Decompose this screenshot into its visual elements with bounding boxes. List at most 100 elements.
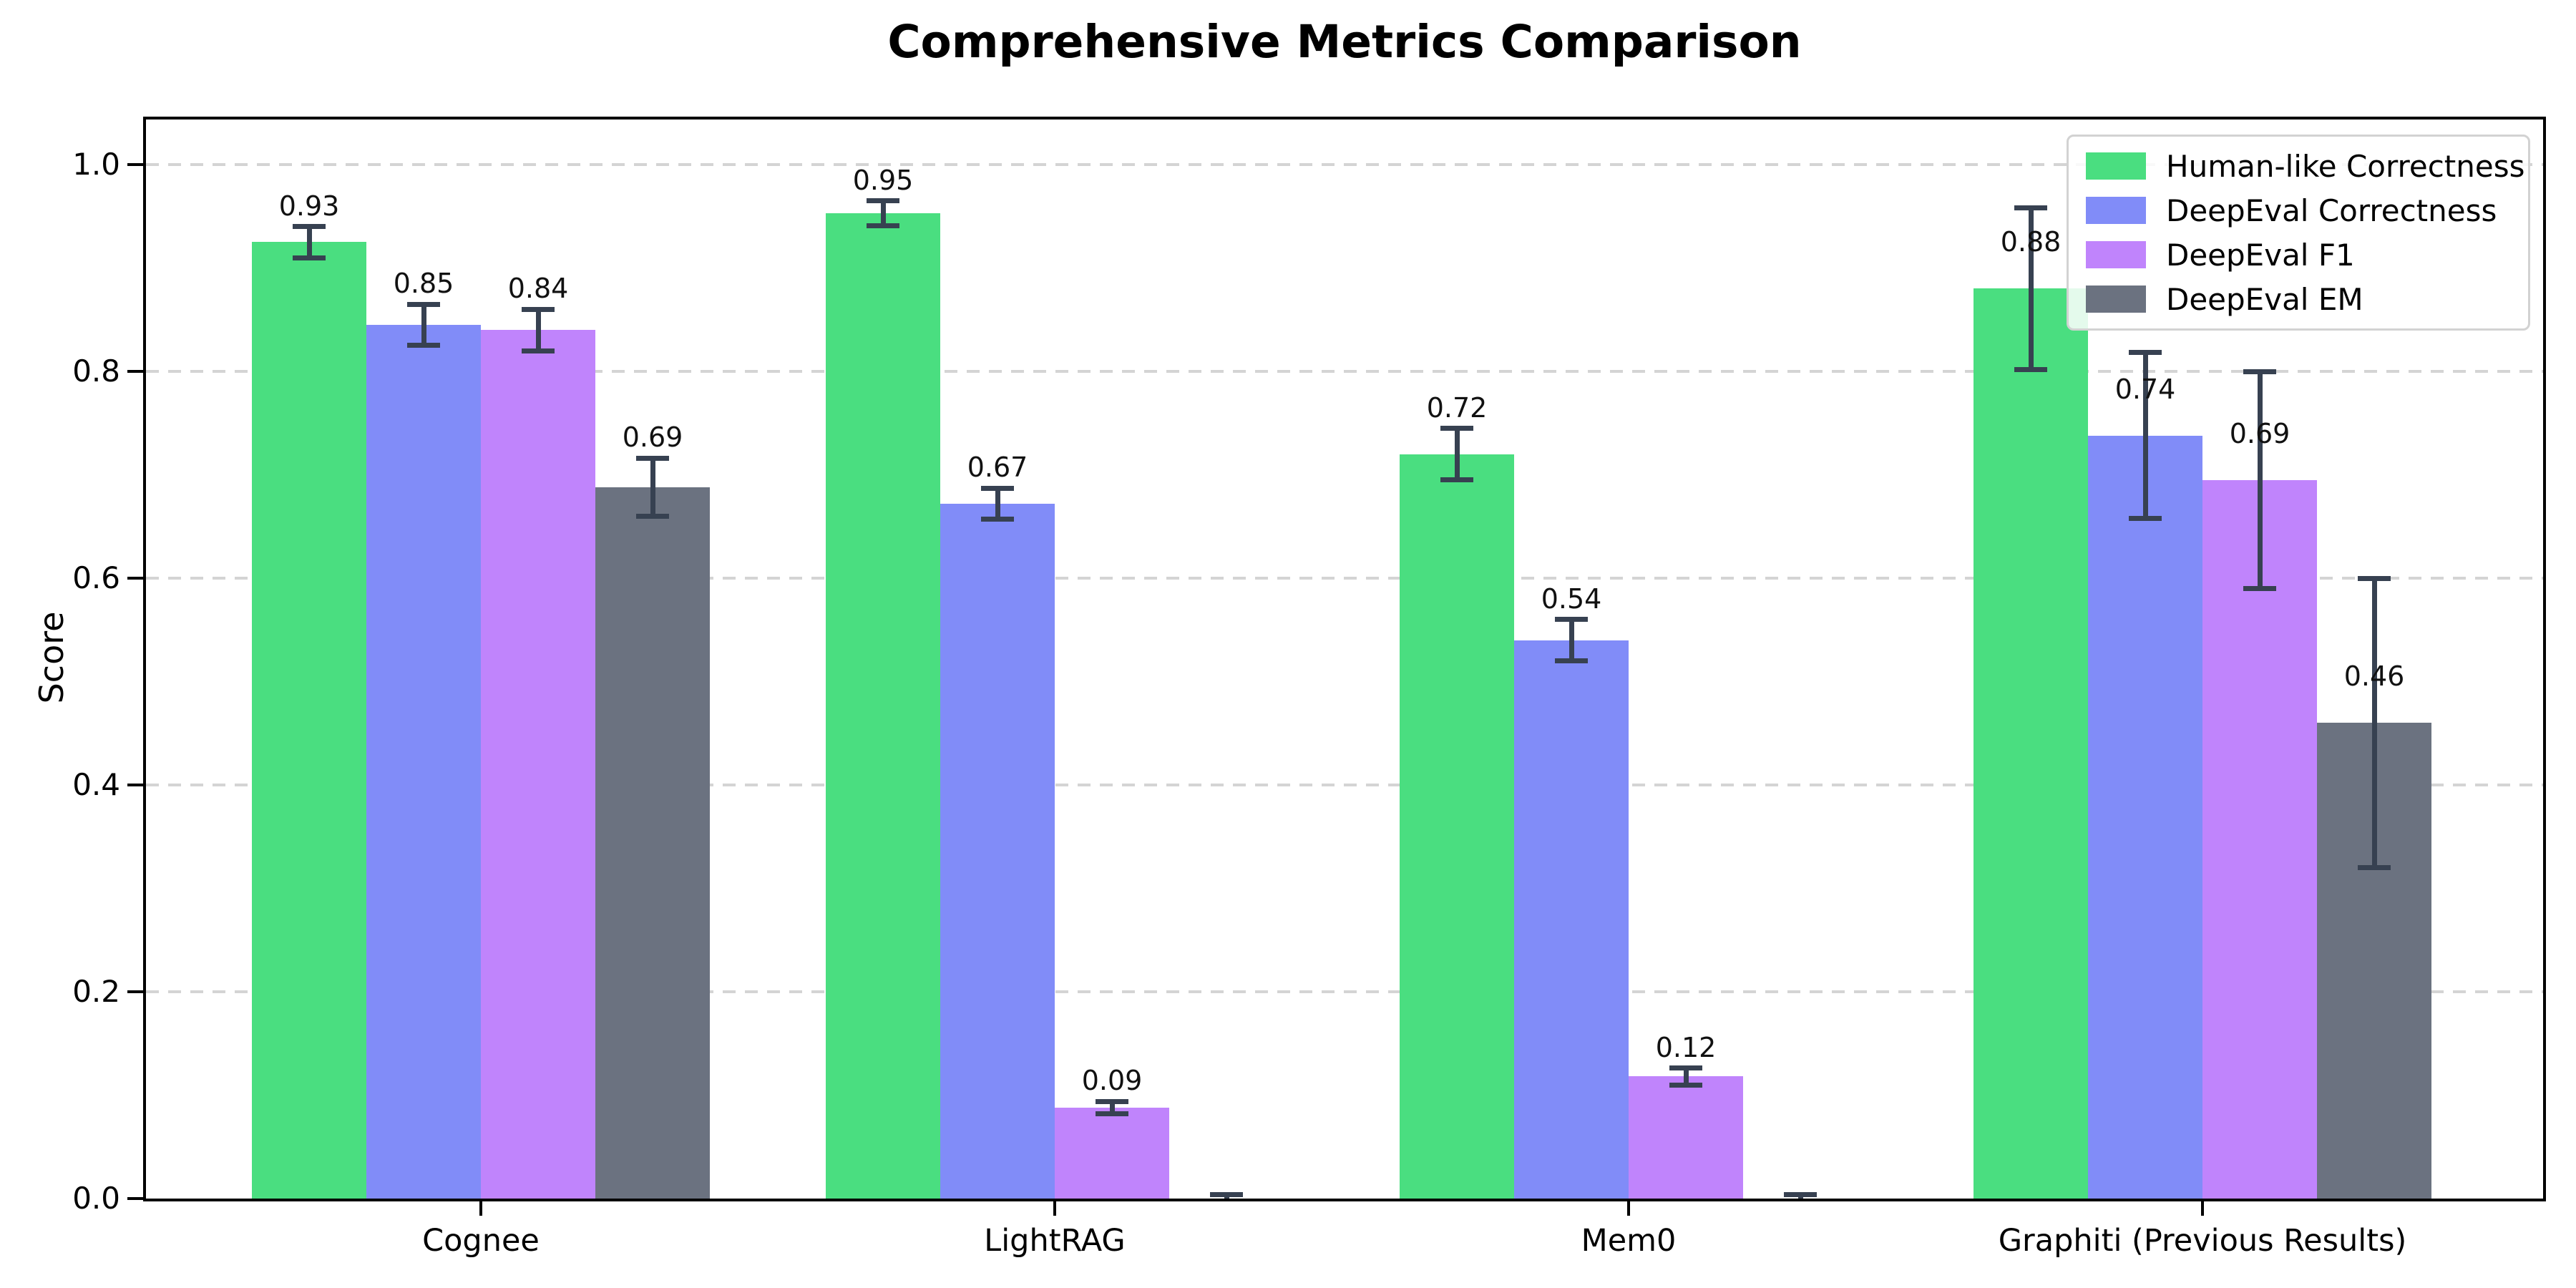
- value-label: 0.85: [393, 268, 454, 300]
- error-bar-cap: [1555, 658, 1588, 664]
- bar-4-3: [2202, 479, 2317, 1199]
- value-label: 0.72: [1426, 391, 1488, 424]
- error-bar: [535, 309, 541, 351]
- value-label: 0.54: [1541, 582, 1602, 615]
- y-tick-mark: [127, 577, 143, 580]
- error-bar-cap: [1210, 1200, 1243, 1201]
- error-bar: [2257, 371, 2263, 589]
- error-bar-cap: [293, 224, 326, 230]
- y-tick-mark: [127, 370, 143, 373]
- y-tick-mark: [127, 1197, 143, 1200]
- error-bar-cap: [407, 301, 440, 307]
- value-label: 0.69: [2229, 417, 2290, 449]
- legend-row: DeepEval Correctness: [2086, 193, 2521, 228]
- value-label: 0.46: [2343, 660, 2405, 693]
- legend-swatch-icon: [2086, 197, 2146, 224]
- legend-row: DeepEval F1: [2086, 238, 2521, 273]
- error-bar-cap: [1669, 1065, 1702, 1071]
- error-bar-cap: [522, 348, 555, 353]
- error-bar-cap: [1096, 1098, 1128, 1104]
- y-tick-mark: [127, 990, 143, 993]
- error-bar-cap: [1669, 1082, 1702, 1088]
- error-bar-cap: [1784, 1191, 1817, 1197]
- legend-label: Human-like Correctness: [2166, 148, 2525, 184]
- x-tick-mark: [2201, 1201, 2204, 1216]
- legend-row: DeepEval EM: [2086, 282, 2521, 317]
- y-tick-label: 0.8: [72, 353, 120, 389]
- x-tick-label: Cognee: [422, 1223, 540, 1259]
- x-tick-mark: [479, 1201, 482, 1216]
- x-tick-label: Graphiti (Previous Results): [1998, 1223, 2407, 1259]
- error-bar-cap: [2014, 205, 2047, 211]
- error-bar: [2142, 352, 2148, 519]
- legend-swatch-icon: [2086, 152, 2146, 180]
- error-bar-cap: [2129, 515, 2162, 521]
- x-tick-label: Mem0: [1581, 1223, 1677, 1259]
- error-bar: [306, 226, 312, 258]
- value-label: 0.67: [967, 452, 1028, 484]
- y-tick-label: 0.6: [72, 560, 120, 595]
- bar-1-3: [481, 330, 595, 1199]
- error-bar-cap: [636, 513, 669, 519]
- gridline: [146, 577, 2543, 580]
- gridline: [146, 784, 2543, 786]
- gridline: [146, 370, 2543, 373]
- gridline: [146, 990, 2543, 993]
- error-bar-cap: [981, 517, 1014, 522]
- bar-2-3: [1055, 1107, 1169, 1199]
- error-bar-cap: [636, 455, 669, 461]
- error-bar: [1454, 428, 1460, 480]
- bar-2-2: [940, 503, 1055, 1199]
- legend-row: Human-like Correctness: [2086, 149, 2525, 184]
- bar-4-2: [2088, 435, 2202, 1199]
- bar-4-1: [1974, 288, 2088, 1199]
- error-bar-cap: [1440, 425, 1473, 431]
- error-bar-cap: [2243, 369, 2276, 374]
- y-tick-label: 0.0: [72, 1181, 120, 1216]
- y-tick-label: 0.4: [72, 767, 120, 802]
- error-bar-cap: [1555, 617, 1588, 623]
- bar-2-1: [826, 213, 940, 1199]
- x-tick-mark: [1627, 1201, 1630, 1216]
- value-label: 0.93: [278, 190, 340, 222]
- error-bar: [1683, 1068, 1689, 1085]
- value-label: 0.88: [2000, 226, 2062, 258]
- x-tick-mark: [1053, 1201, 1056, 1216]
- y-tick-label: 0.2: [72, 974, 120, 1009]
- bar-1-4: [595, 487, 710, 1199]
- gridline: [146, 163, 2543, 166]
- error-bar: [421, 304, 426, 346]
- error-bar: [650, 458, 655, 517]
- bar-3-3: [1629, 1076, 1743, 1199]
- legend-label: DeepEval F1: [2166, 237, 2355, 273]
- error-bar-cap: [2358, 865, 2391, 871]
- error-bar-cap: [1096, 1111, 1128, 1116]
- value-label: 0.95: [852, 164, 914, 196]
- error-bar-cap: [2358, 575, 2391, 581]
- legend: Human-like Correctness DeepEval Correctne…: [2067, 135, 2530, 331]
- error-bar: [880, 200, 886, 226]
- error-bar-cap: [1440, 477, 1473, 483]
- error-bar-cap: [2243, 585, 2276, 591]
- legend-label: DeepEval EM: [2166, 281, 2363, 317]
- bar-1-1: [252, 242, 366, 1199]
- chart-title: Comprehensive Metrics Comparison: [887, 16, 1802, 68]
- legend-label: DeepEval Correctness: [2166, 192, 2497, 228]
- bar-3-2: [1514, 640, 1629, 1199]
- error-bar-cap: [522, 306, 555, 312]
- legend-swatch-icon: [2086, 241, 2146, 268]
- error-bar-cap: [981, 485, 1014, 491]
- y-tick-label: 1.0: [72, 147, 120, 182]
- value-label: 0.84: [507, 273, 569, 305]
- error-bar: [995, 488, 1000, 519]
- error-bar-cap: [2014, 366, 2047, 372]
- error-bar-cap: [1210, 1191, 1243, 1197]
- value-label: 0.69: [622, 421, 683, 454]
- bar-1-2: [366, 324, 481, 1199]
- error-bar: [1568, 619, 1574, 661]
- y-tick-mark: [127, 163, 143, 166]
- y-axis-label: Score: [32, 611, 71, 704]
- error-bar: [1109, 1101, 1115, 1114]
- error-bar: [2028, 208, 2034, 370]
